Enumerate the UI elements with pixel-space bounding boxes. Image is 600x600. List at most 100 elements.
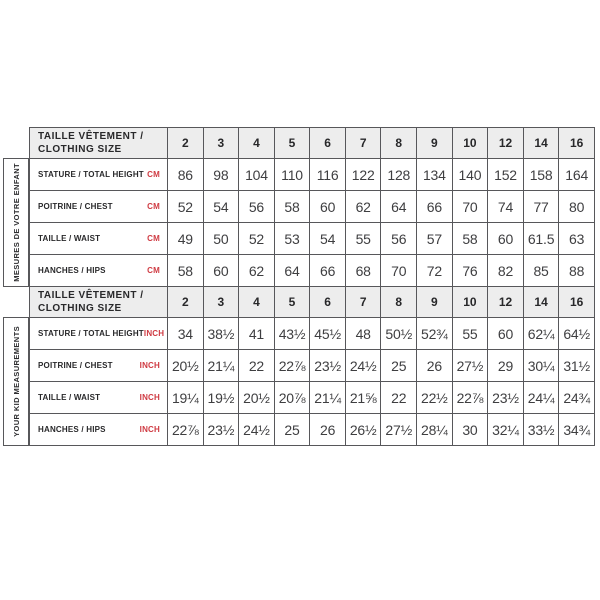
- size-column-header: 10: [452, 287, 489, 318]
- measurement-value-cell: 26: [310, 414, 346, 446]
- side-label-inch-text: YOUR KID MEASUREMENTS: [11, 326, 21, 437]
- measurement-value-cell: 60: [310, 191, 346, 223]
- unit-label: INCH: [139, 425, 160, 434]
- measurement-label-cell: HANCHES / HIPS INCH: [30, 414, 168, 446]
- measurement-value-cell: 50½: [381, 318, 418, 350]
- measurement-label: TAILLE / WAIST: [38, 234, 101, 243]
- measurement-row: POITRINE / CHEST INCH 20½ 21¼ 22 22⅞ 23½ 24½ 25 2…: [30, 350, 595, 382]
- size-header-line2: CLOTHING SIZE: [38, 302, 122, 314]
- measurement-value-cell: 27½: [381, 414, 418, 446]
- unit-label: INCH: [139, 393, 160, 402]
- measurement-value-cell: 30¼: [523, 350, 560, 382]
- measurement-label: HANCHES / HIPS: [38, 425, 106, 434]
- measurement-value-cell: 62: [239, 255, 275, 287]
- measurement-row: HANCHES / HIPS CM 58 60 62 64 66 68 70 72 76 82 85 88: [30, 255, 595, 287]
- measurement-value-cell: 63: [559, 223, 595, 255]
- side-label-cm-box: MESURES DE VOTRE ENFANT: [3, 158, 29, 287]
- measurement-value-cell: 24¾: [559, 382, 595, 414]
- size-chart: MESURES DE VOTRE ENFANT YOUR KID MEASURE…: [3, 127, 595, 446]
- size-column-header: 16: [559, 287, 595, 318]
- size-header-line1: TAILLE VÊTEMENT /: [38, 130, 144, 142]
- measurement-label-cell: POITRINE / CHEST CM: [30, 191, 168, 223]
- measurement-value-cell: 24½: [239, 414, 275, 446]
- size-column-header: 14: [523, 287, 560, 318]
- measurement-value-cell: 58: [274, 191, 311, 223]
- measurement-value-cell: 122: [345, 159, 382, 191]
- measurement-value-cell: 22: [239, 350, 275, 382]
- measurement-value-cell: 55: [345, 223, 382, 255]
- unit-label: CM: [147, 234, 160, 243]
- measurement-value-cell: 60: [488, 318, 524, 350]
- measurement-value-cell: 49: [168, 223, 204, 255]
- size-column-header: 4: [239, 128, 275, 159]
- measurement-value-cell: 64: [274, 255, 311, 287]
- measurement-value-cell: 58: [168, 255, 204, 287]
- size-column-header: 9: [417, 287, 453, 318]
- size-column-header: 12: [488, 128, 524, 159]
- size-column-header: 6: [310, 287, 346, 318]
- measurement-value-cell: 31½: [559, 350, 595, 382]
- measurement-value-cell: 26: [417, 350, 453, 382]
- measurement-value-cell: 23½: [310, 350, 346, 382]
- measurement-value-cell: 34: [168, 318, 204, 350]
- measurement-value-cell: 80: [559, 191, 595, 223]
- size-column-header: 8: [381, 128, 418, 159]
- size-column-header: 5: [274, 287, 311, 318]
- side-label-column: MESURES DE VOTRE ENFANT YOUR KID MEASURE…: [3, 127, 29, 446]
- measurement-value-cell: 24¼: [523, 382, 560, 414]
- size-column-header: 12: [488, 287, 524, 318]
- measurement-label-cell: TAILLE / WAIST INCH: [30, 382, 168, 414]
- measurement-label: STATURE / TOTAL HEIGHT: [38, 329, 144, 338]
- measurement-value-cell: 22½: [417, 382, 453, 414]
- measurement-value-cell: 52¾: [417, 318, 453, 350]
- measurement-value-cell: 88: [559, 255, 595, 287]
- measurement-value-cell: 110: [274, 159, 311, 191]
- measurement-value-cell: 22⅞: [168, 414, 204, 446]
- size-column-header: 16: [559, 128, 595, 159]
- measurement-value-cell: 58: [452, 223, 489, 255]
- size-header-line1: TAILLE VÊTEMENT /: [38, 289, 144, 301]
- measurement-label: STATURE / TOTAL HEIGHT: [38, 170, 144, 179]
- measurement-value-cell: 48: [345, 318, 382, 350]
- side-label-inch-box: YOUR KID MEASUREMENTS: [3, 317, 29, 446]
- measurement-row: HANCHES / HIPS INCH 22⅞ 23½ 24½ 25 26 26½ 27½ 28¼…: [30, 414, 595, 446]
- measurement-value-cell: 70: [452, 191, 489, 223]
- measurement-row: TAILLE / WAIST INCH 19¼ 19½ 20½ 20⅞ 21¼ 21⅝ 22 22…: [30, 382, 595, 414]
- measurement-value-cell: 45½: [310, 318, 346, 350]
- measurement-value-cell: 24½: [345, 350, 382, 382]
- measurement-value-cell: 68: [345, 255, 382, 287]
- measurement-value-cell: 77: [523, 191, 560, 223]
- measurement-value-cell: 60: [203, 255, 240, 287]
- measurement-row: POITRINE / CHEST CM 52 54 56 58 60 62 64 66 70 74 77…: [30, 191, 595, 223]
- unit-label: INCH: [139, 361, 160, 370]
- size-column-header: 3: [203, 128, 240, 159]
- measurement-value-cell: 20½: [239, 382, 275, 414]
- measurement-value-cell: 41: [239, 318, 275, 350]
- size-column-header: 2: [168, 128, 204, 159]
- unit-label: CM: [147, 170, 160, 179]
- measurement-value-cell: 128: [381, 159, 418, 191]
- measurement-value-cell: 64½: [559, 318, 595, 350]
- size-header-row-inch: TAILLE VÊTEMENT / CLOTHING SIZE 2 3 4 5 6 7 8 9 10…: [30, 287, 595, 318]
- size-column-header: 7: [345, 128, 382, 159]
- measurement-value-cell: 32¼: [488, 414, 524, 446]
- measurement-value-cell: 140: [452, 159, 489, 191]
- measurement-value-cell: 66: [417, 191, 453, 223]
- measurement-value-cell: 98: [203, 159, 240, 191]
- measurement-value-cell: 50: [203, 223, 240, 255]
- measurement-value-cell: 152: [488, 159, 524, 191]
- measurement-value-cell: 19½: [203, 382, 240, 414]
- measurement-value-cell: 25: [381, 350, 418, 382]
- measurement-value-cell: 74: [488, 191, 524, 223]
- size-column-header: 6: [310, 128, 346, 159]
- measurement-row: TAILLE / WAIST CM 49 50 52 53 54 55 56 57 58 60 61.5…: [30, 223, 595, 255]
- measurement-value-cell: 19¼: [168, 382, 204, 414]
- measurement-label: HANCHES / HIPS: [38, 266, 106, 275]
- measurement-value-cell: 62: [345, 191, 382, 223]
- size-header-row-cm: TAILLE VÊTEMENT / CLOTHING SIZE 2 3 4 5 6 7 8 9 10…: [30, 128, 595, 159]
- measurement-row: STATURE / TOTAL HEIGHT CM 86 98 104 110 116 122…: [30, 159, 595, 191]
- size-column-header: 2: [168, 287, 204, 318]
- measurement-value-cell: 66: [310, 255, 346, 287]
- measurement-value-cell: 64: [381, 191, 418, 223]
